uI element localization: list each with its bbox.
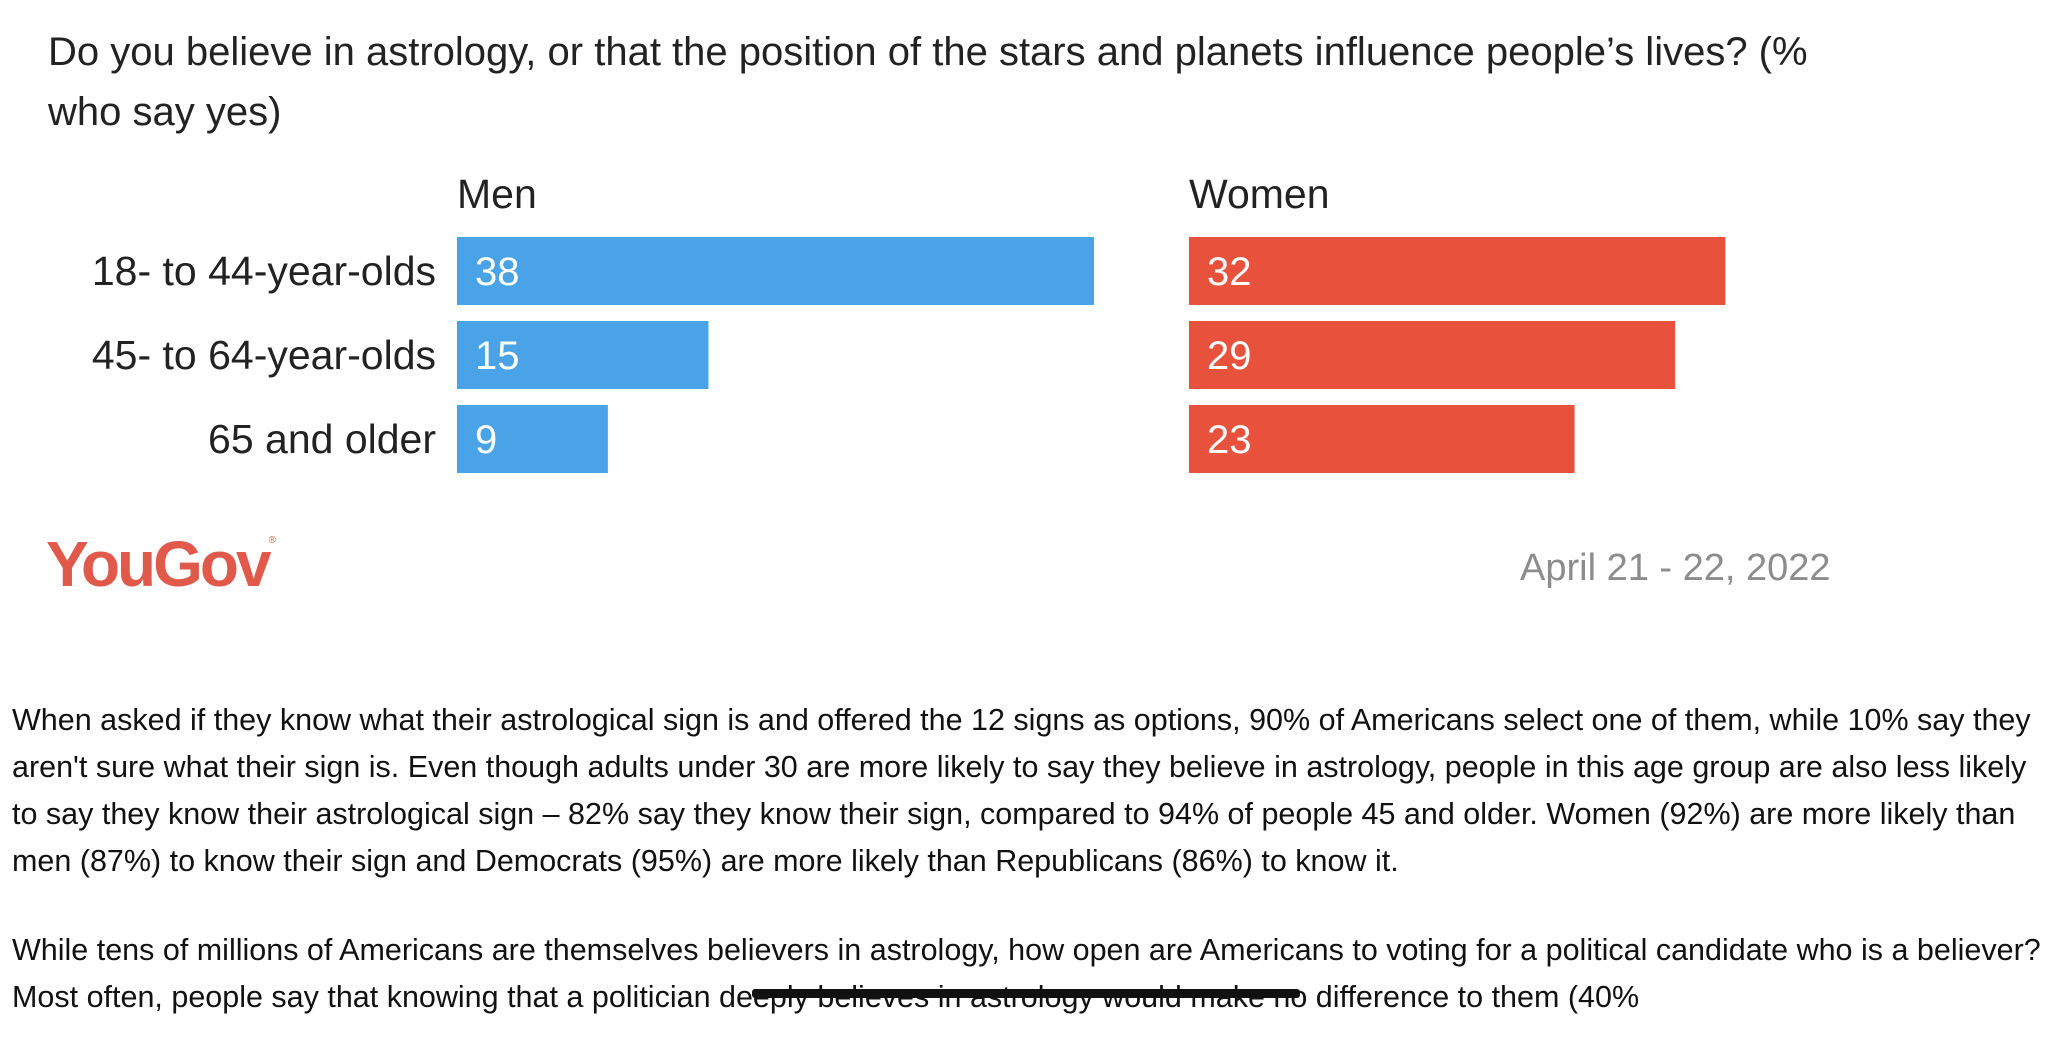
logo-text: YouGov (46, 528, 269, 600)
bar-women (1189, 321, 1675, 389)
series-header-men: Men (457, 171, 537, 217)
registered-mark-icon: ® (269, 535, 276, 546)
category-label: 65 and older (208, 416, 436, 462)
category-label: 18- to 44-year-olds (92, 248, 436, 294)
category-label: 45- to 64-year-olds (92, 332, 436, 378)
yougov-logo: YouGov® (46, 532, 276, 596)
bar-men (457, 237, 1094, 305)
bar-women (1189, 237, 1725, 305)
data-label-men: 38 (475, 250, 520, 294)
article-paragraph: While tens of millions of Americans are … (12, 927, 2042, 1021)
data-label-women: 23 (1207, 418, 1252, 462)
article-body: When asked if they know what their astro… (12, 697, 2042, 1063)
series-header-women: Women (1189, 171, 1330, 217)
redaction-strike (752, 989, 1300, 998)
data-label-women: 29 (1207, 334, 1252, 378)
data-label-women: 32 (1207, 250, 1252, 294)
data-label-men: 15 (475, 334, 520, 378)
chart-svg: 18- to 44-year-olds 45- to 64-year-olds 65… (0, 0, 2048, 500)
article-paragraph: When asked if they know what their astro… (12, 697, 2042, 885)
data-label-men: 9 (475, 418, 497, 462)
survey-date: April 21 - 22, 2022 (1520, 547, 1840, 590)
